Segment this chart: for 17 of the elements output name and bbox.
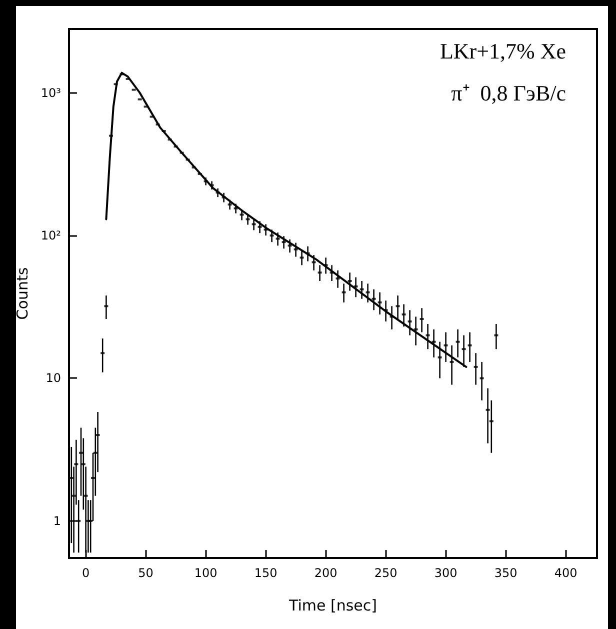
x-tick-label: 350 [494,566,518,580]
x-tick-label: 250 [374,566,398,580]
x-tick-label: 100 [194,566,218,580]
y-tick-label: 1 [53,514,61,528]
y-tick-label: 10 [46,371,61,386]
x-tick-label: 0 [82,566,90,580]
x-tick-label: 200 [314,566,338,580]
annotation: LKr+1,7% Xe [440,38,566,64]
x-tick-label: 400 [554,566,578,580]
x-axis-title: Time [nsec] [288,596,377,614]
x-tick-label: 50 [138,566,154,580]
y-axis-title: Counts [14,267,32,320]
annotation: π⁺ 0,8 ГэВ/с [451,80,566,106]
x-tick-label: 300 [434,566,458,580]
y-tick-label: 10³ [40,86,62,100]
x-tick-label: 150 [254,566,278,580]
y-tick-label: 10² [40,228,62,243]
